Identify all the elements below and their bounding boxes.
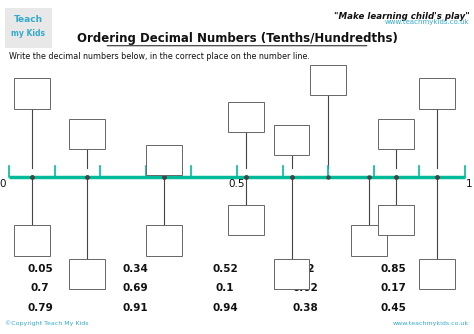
FancyBboxPatch shape (69, 119, 105, 149)
Text: 0.5: 0.5 (229, 179, 245, 189)
Text: Teach: Teach (14, 15, 43, 24)
FancyBboxPatch shape (419, 259, 455, 289)
Text: 0.34: 0.34 (122, 264, 148, 274)
FancyBboxPatch shape (310, 65, 346, 95)
Text: "Make learning child's play": "Make learning child's play" (334, 12, 469, 21)
Text: ©Copyright Teach My Kids: ©Copyright Teach My Kids (5, 320, 88, 326)
Text: 0.85: 0.85 (381, 264, 406, 274)
Text: Ordering Decimal Numbers (Tenths/Hundredths): Ordering Decimal Numbers (Tenths/Hundred… (77, 32, 397, 45)
FancyBboxPatch shape (69, 259, 105, 289)
Text: 0: 0 (0, 179, 6, 189)
Text: Write the decimal numbers below, in the correct place on the number line.: Write the decimal numbers below, in the … (9, 52, 310, 61)
Text: 0.45: 0.45 (381, 303, 406, 313)
FancyBboxPatch shape (228, 102, 264, 132)
Text: 0.52: 0.52 (212, 264, 238, 274)
Text: 1: 1 (466, 179, 473, 189)
FancyBboxPatch shape (274, 125, 310, 155)
Text: 0.38: 0.38 (293, 303, 319, 313)
Text: 0.94: 0.94 (212, 303, 238, 313)
FancyBboxPatch shape (15, 78, 50, 109)
Text: www.teachmykids.co.uk: www.teachmykids.co.uk (384, 19, 469, 25)
FancyBboxPatch shape (15, 225, 50, 256)
FancyBboxPatch shape (378, 205, 414, 235)
Text: 0.62: 0.62 (293, 283, 319, 293)
FancyBboxPatch shape (146, 145, 182, 175)
Text: 0.17: 0.17 (381, 283, 406, 293)
FancyBboxPatch shape (228, 205, 264, 235)
FancyBboxPatch shape (274, 259, 310, 289)
Text: www.teachmykids.co.uk: www.teachmykids.co.uk (393, 321, 469, 326)
FancyBboxPatch shape (419, 78, 455, 109)
Text: 0.2: 0.2 (296, 264, 315, 274)
Text: my Kids: my Kids (11, 29, 46, 38)
FancyBboxPatch shape (351, 225, 387, 256)
Text: 0.79: 0.79 (27, 303, 53, 313)
Text: 0.91: 0.91 (122, 303, 148, 313)
Text: 0.7: 0.7 (31, 283, 50, 293)
Text: 0.1: 0.1 (216, 283, 235, 293)
FancyBboxPatch shape (378, 119, 414, 149)
FancyBboxPatch shape (2, 6, 55, 50)
Text: 0.69: 0.69 (122, 283, 148, 293)
FancyBboxPatch shape (146, 225, 182, 256)
Text: 0.05: 0.05 (27, 264, 53, 274)
